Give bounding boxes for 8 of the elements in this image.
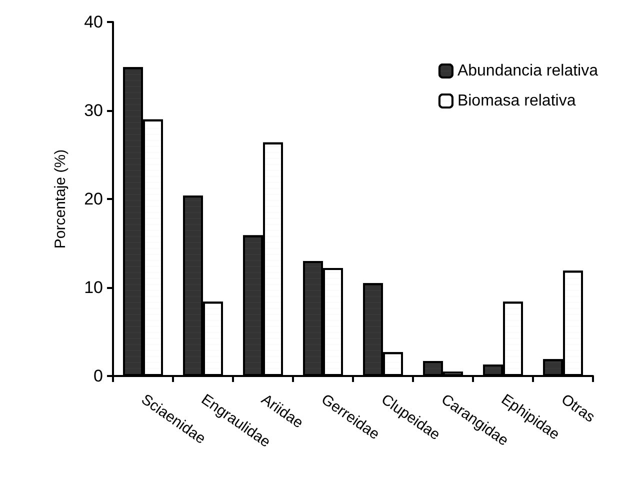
legend-label: Biomasa relativa [457,92,576,110]
y-tick-label: 0 [94,366,103,386]
y-tick-label: 10 [84,278,103,297]
legend-label: Abundancia relativa [457,62,598,80]
y-axis-title: Porcentaje (%) [52,149,69,249]
y-tick-label: 20 [84,190,103,208]
y-tick-label: 40 [84,12,103,32]
y-tick-label: 30 [84,101,103,120]
